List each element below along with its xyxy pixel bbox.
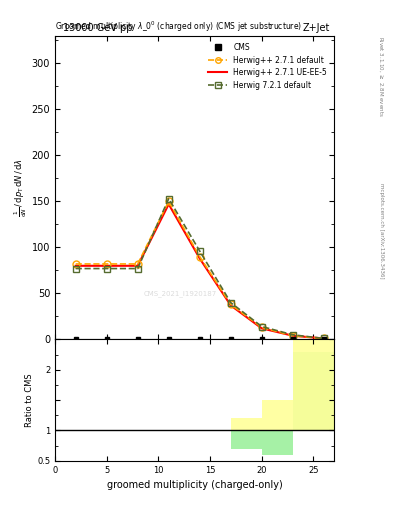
Herwig++ 2.7.1 UE-EE-5 bbox=[73, 263, 78, 269]
Herwig++ 2.7.1 default bbox=[73, 261, 78, 267]
Herwig++ 2.7.1 UE-EE-5 bbox=[197, 255, 202, 262]
Line: Herwig++ 2.7.1 default: Herwig++ 2.7.1 default bbox=[72, 198, 327, 342]
Line: Herwig++ 2.7.1 UE-EE-5: Herwig++ 2.7.1 UE-EE-5 bbox=[76, 204, 324, 338]
Herwig++ 2.7.1 default bbox=[321, 335, 326, 342]
Herwig++ 2.7.1 UE-EE-5 bbox=[166, 201, 171, 207]
Herwig 7.2.1 default bbox=[73, 266, 78, 272]
Herwig++ 2.7.1 UE-EE-5 bbox=[259, 325, 264, 331]
Bar bbox=[231, 418, 262, 431]
Herwig++ 2.7.1 default bbox=[197, 253, 202, 260]
Herwig++ 2.7.1 UE-EE-5 bbox=[228, 302, 233, 308]
Herwig 7.2.1 default bbox=[135, 266, 140, 272]
Line: Herwig 7.2.1 default: Herwig 7.2.1 default bbox=[72, 195, 327, 342]
X-axis label: groomed multiplicity (charged-only): groomed multiplicity (charged-only) bbox=[107, 480, 283, 490]
Text: 13000 GeV pp: 13000 GeV pp bbox=[63, 23, 132, 33]
Y-axis label: Ratio to CMS: Ratio to CMS bbox=[25, 373, 34, 427]
Legend: CMS, Herwig++ 2.7.1 default, Herwig++ 2.7.1 UE-EE-5, Herwig 7.2.1 default: CMS, Herwig++ 2.7.1 default, Herwig++ 2.… bbox=[205, 39, 330, 93]
Text: Groomed multiplicity $\lambda\_0^0$ (charged only) (CMS jet substructure): Groomed multiplicity $\lambda\_0^0$ (cha… bbox=[55, 20, 302, 34]
Herwig++ 2.7.1 UE-EE-5 bbox=[135, 263, 140, 269]
Herwig++ 2.7.1 default bbox=[228, 302, 233, 308]
Herwig++ 2.7.1 UE-EE-5 bbox=[104, 263, 109, 269]
Bar bbox=[293, 352, 334, 431]
Herwig 7.2.1 default bbox=[259, 324, 264, 330]
Herwig++ 2.7.1 UE-EE-5 bbox=[290, 333, 295, 339]
Herwig 7.2.1 default bbox=[104, 266, 109, 272]
Herwig++ 2.7.1 default bbox=[135, 261, 140, 267]
Bar bbox=[262, 431, 293, 455]
Herwig++ 2.7.1 default bbox=[259, 325, 264, 331]
Herwig++ 2.7.1 default bbox=[166, 198, 171, 204]
Herwig++ 2.7.1 default bbox=[104, 261, 109, 267]
Bar bbox=[262, 400, 293, 431]
Text: CMS_2021_I1920187: CMS_2021_I1920187 bbox=[144, 290, 217, 297]
Herwig 7.2.1 default bbox=[321, 335, 326, 342]
Bar bbox=[231, 431, 262, 449]
Text: Z+Jet: Z+Jet bbox=[303, 23, 330, 33]
Text: Rivet 3.1.10, $\geq$ 2.8M events: Rivet 3.1.10, $\geq$ 2.8M events bbox=[377, 36, 385, 117]
Bar bbox=[293, 339, 334, 431]
Herwig++ 2.7.1 default bbox=[290, 333, 295, 339]
Herwig 7.2.1 default bbox=[290, 332, 295, 338]
Y-axis label: $\frac{1}{\mathrm{d}N}\,/\,\mathrm{d}p_\mathrm{T}\,\mathrm{d}N\,/\,\mathrm{d}\la: $\frac{1}{\mathrm{d}N}\,/\,\mathrm{d}p_\… bbox=[12, 158, 29, 217]
Herwig++ 2.7.1 UE-EE-5 bbox=[321, 335, 326, 342]
Herwig 7.2.1 default bbox=[228, 300, 233, 306]
Herwig 7.2.1 default bbox=[166, 196, 171, 202]
Herwig 7.2.1 default bbox=[197, 248, 202, 254]
Text: mcplots.cern.ch [arXiv:1306.3436]: mcplots.cern.ch [arXiv:1306.3436] bbox=[379, 183, 384, 278]
